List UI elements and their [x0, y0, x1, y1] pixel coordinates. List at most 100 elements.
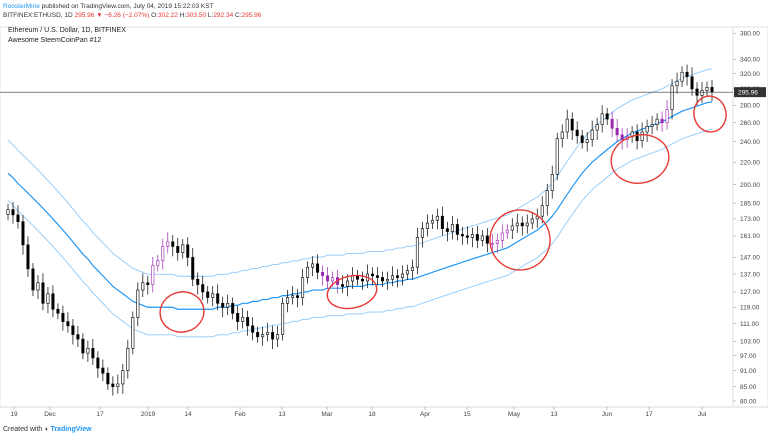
candle — [375, 275, 379, 278]
candle — [515, 222, 519, 227]
candle — [176, 246, 180, 253]
candle — [346, 280, 350, 287]
time-tick-label: May — [508, 411, 521, 418]
candle — [460, 234, 464, 237]
price-tick-label: 340.00 — [740, 57, 760, 64]
candle — [66, 321, 70, 327]
candle — [226, 303, 230, 308]
price-tick-label: 260.00 — [740, 120, 760, 127]
candle — [690, 76, 694, 90]
candle — [306, 266, 310, 278]
candle — [475, 234, 479, 241]
candle — [291, 295, 295, 298]
candle — [121, 370, 125, 385]
annotation-circle — [159, 291, 205, 333]
candle — [555, 138, 559, 175]
candle — [251, 325, 255, 333]
candle — [231, 303, 235, 314]
time-tick-label: 13 — [550, 411, 558, 418]
candle — [141, 282, 145, 291]
candle — [380, 277, 384, 282]
candle — [326, 275, 330, 282]
price-tick-label: 173.00 — [740, 216, 760, 223]
author-name[interactable]: RoosterMine — [3, 3, 40, 10]
candle — [316, 263, 320, 273]
price-tick-label: 97.00 — [740, 353, 757, 360]
time-tick-label: Feb — [234, 411, 246, 418]
publish-info: RoosterMine published on TradingView.com… — [3, 3, 214, 11]
candle — [241, 317, 245, 322]
candle — [61, 312, 65, 322]
candle — [370, 273, 374, 277]
candle — [545, 190, 549, 206]
candle — [91, 348, 95, 359]
candle — [111, 383, 115, 388]
candle — [675, 80, 679, 87]
candle — [356, 275, 360, 280]
candle — [525, 222, 529, 227]
candle — [655, 118, 659, 125]
open-value: 302.22 — [157, 12, 178, 19]
candle — [510, 225, 514, 231]
candle — [156, 260, 160, 266]
open-label: O: — [151, 12, 158, 19]
candle — [670, 85, 674, 110]
candle — [296, 295, 300, 298]
tradingview-logo-icon: ◗ — [44, 426, 49, 433]
price-tick-label: 111.00 — [740, 321, 759, 328]
candle — [495, 240, 499, 244]
price-tick-label: 240.00 — [740, 139, 760, 146]
candle — [101, 367, 105, 374]
candle — [520, 222, 524, 227]
candle — [151, 265, 155, 285]
candle — [620, 134, 624, 140]
candle — [211, 293, 215, 298]
candle — [36, 282, 40, 291]
candle — [395, 275, 399, 278]
candle — [6, 209, 10, 215]
candle — [435, 215, 439, 221]
candle — [505, 229, 509, 234]
candle — [21, 221, 25, 246]
candle — [610, 118, 614, 129]
last-price-badge — [734, 87, 766, 98]
candle — [236, 312, 240, 322]
candle — [246, 317, 250, 327]
candle — [181, 244, 185, 253]
ma-main-line — [7, 101, 713, 310]
price-tick-label: 185.00 — [740, 200, 760, 207]
candle — [31, 268, 35, 291]
candle — [445, 228, 449, 232]
candle — [16, 214, 20, 222]
footer: Created with ◗ TradingView — [3, 426, 92, 433]
candle — [266, 332, 270, 335]
candle — [490, 243, 494, 245]
candle — [560, 131, 564, 139]
candle — [500, 232, 504, 241]
candle — [341, 284, 345, 287]
price-tick-label: 127.00 — [740, 289, 760, 296]
low-value: 292.34 — [213, 12, 234, 19]
low-label: L: — [207, 12, 214, 19]
candle — [685, 71, 689, 77]
time-tick-label: Apr — [420, 411, 431, 418]
candle — [390, 275, 394, 280]
candle — [405, 270, 409, 275]
candle — [86, 348, 90, 354]
candle — [385, 278, 389, 282]
brand-name[interactable]: TradingView — [50, 426, 92, 433]
candle — [136, 289, 140, 318]
candle — [216, 293, 220, 304]
price-chart[interactable]: 80.00 85.00 91.00 97.00 103.00 111.00 119.00 12… — [0, 22, 768, 422]
candle — [595, 124, 599, 131]
time-tick-label: 13 — [278, 411, 286, 418]
time-tick-label: 14 — [184, 411, 192, 418]
candle — [700, 90, 704, 96]
annotation-circle — [489, 209, 551, 271]
time-tick-label: 17 — [645, 411, 653, 418]
close-value: 295.96 — [74, 12, 95, 19]
price-tick-label: 280.00 — [740, 103, 760, 110]
time-tick-label: Dec — [44, 411, 56, 418]
candle — [301, 277, 305, 298]
price-tick-label: 220.00 — [740, 159, 760, 166]
